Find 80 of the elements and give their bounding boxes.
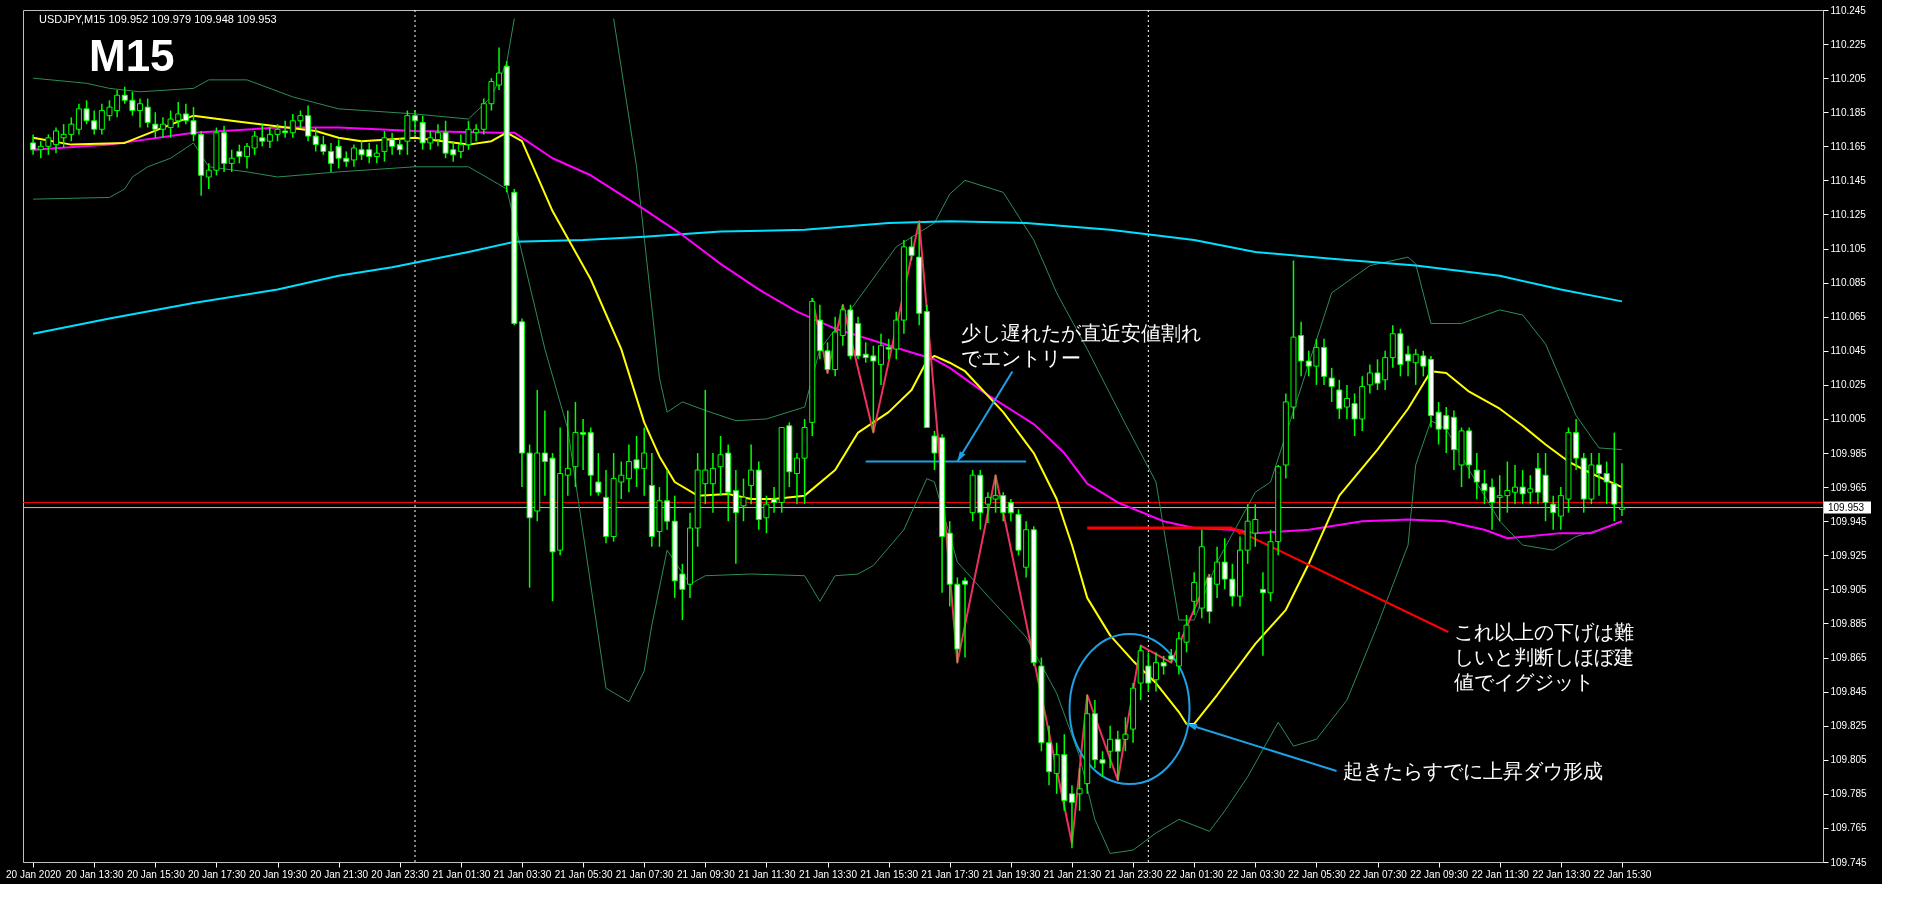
x-tick-label: 20 Jan 23:30 [371,868,430,880]
y-tick-label: 109.805 [1830,754,1868,766]
y-tick-label: 110.205 [1830,72,1867,84]
y-tick-label: 110.225 [1830,38,1867,50]
x-tick-label: 20 Jan 21:30 [310,868,369,880]
candlestick [1007,498,1014,522]
annotation: これ以上の下げは難しいと判断しほぼ建値でイグジット [1454,620,1635,695]
x-tick-label: 21 Jan 19:30 [982,868,1041,880]
x-tick-label: 22 Jan 13:30 [1532,868,1591,880]
y-tick-label: 109.865 [1830,652,1868,664]
x-tick-label: 20 Jan 19:30 [249,868,308,880]
y-tick-label: 110.165 [1830,140,1867,152]
candlestick [1550,494,1557,531]
candlestick [1336,379,1343,420]
x-tick-label: 20 Jan 15:30 [126,868,186,880]
x-tick-label: 20 Jan 17:30 [188,868,247,880]
candlestick [1328,367,1335,403]
y-tick-label: 109.965 [1830,481,1868,493]
x-tick-label: 22 Jan 15:30 [1593,868,1652,880]
candlestick [1107,724,1114,770]
candlestick [564,409,571,497]
x-tick-label: 21 Jan 01:30 [432,868,491,880]
candlestick [152,111,159,139]
candlestick [595,452,602,497]
x-tick-label: 22 Jan 03:30 [1226,868,1286,880]
candlestick [228,148,235,173]
x-tick-label: 21 Jan 23:30 [1104,868,1163,880]
x-tick-label: 21 Jan 17:30 [921,868,980,880]
y-tick-label: 109.885 [1830,617,1868,629]
annotation: 少し遅れたが直近安値割れでエントリー [961,320,1202,370]
y-tick-label: 109.845 [1830,686,1868,698]
y-tick-label: 110.025 [1830,379,1867,391]
y-tick-label: 109.785 [1830,788,1868,800]
candlestick [748,443,755,505]
x-tick-label: 22 Jan 05:30 [1287,868,1347,880]
candlestick [144,97,151,129]
x-tick-label: 21 Jan 03:30 [493,868,552,880]
y-tick-label: 110.045 [1830,345,1867,357]
y-tick-label: 110.245 [1830,4,1867,16]
y-tick-label: 109.905 [1830,583,1868,595]
candlestick [373,143,380,165]
y-tick-label: 110.105 [1830,243,1867,255]
x-tick-label: 21 Jan 21:30 [1043,868,1102,880]
candlestick [30,133,37,156]
x-tick-label: 21 Jan 13:30 [799,868,858,880]
x-tick-label: 20 Jan 2020 [6,868,62,880]
y-tick-label: 109.985 [1830,447,1868,459]
y-tick-label: 110.085 [1830,277,1867,289]
candlestick [1473,452,1480,500]
candlestick [1191,571,1198,616]
x-tick-label: 21 Jan 15:30 [860,868,919,880]
candlestick [1603,460,1610,505]
y-tick-label: 110.185 [1830,106,1867,118]
chart-title: USDJPY,M15 109.952 109.979 109.948 109.953 [39,13,277,25]
candlestick [1618,462,1625,517]
y-tick-label: 109.825 [1830,720,1868,732]
x-tick-label: 22 Jan 09:30 [1410,868,1469,880]
x-tick-label: 22 Jan 01:30 [1165,868,1225,880]
x-tick-label: 20 Jan 13:30 [65,868,125,880]
y-tick-label: 110.065 [1830,311,1867,323]
y-tick-label: 109.765 [1830,822,1868,834]
candlestick [709,452,716,514]
y-tick-label: 110.125 [1830,208,1867,220]
annotation: 起きたらすでに上昇ダウ形成 [1342,758,1603,783]
x-tick-label: 21 Jan 11:30 [738,868,796,880]
ref-line-label: 109.953 [1828,501,1865,513]
y-tick-label: 109.745 [1830,856,1868,868]
y-tick-label: 110.005 [1830,413,1867,425]
y-tick-label: 109.925 [1830,549,1868,561]
y-tick-label: 109.945 [1830,515,1868,527]
candlestick [236,143,243,165]
y-tick-label: 110.145 [1830,174,1867,186]
annotation: M15 [89,31,175,80]
x-tick-label: 22 Jan 11:30 [1471,868,1530,880]
x-tick-label: 21 Jan 05:30 [554,868,613,880]
candlestick [771,486,778,514]
x-tick-label: 21 Jan 07:30 [615,868,675,880]
x-tick-label: 21 Jan 09:30 [676,868,736,880]
candlestick [1611,431,1618,522]
x-tick-label: 22 Jan 07:30 [1349,868,1408,880]
